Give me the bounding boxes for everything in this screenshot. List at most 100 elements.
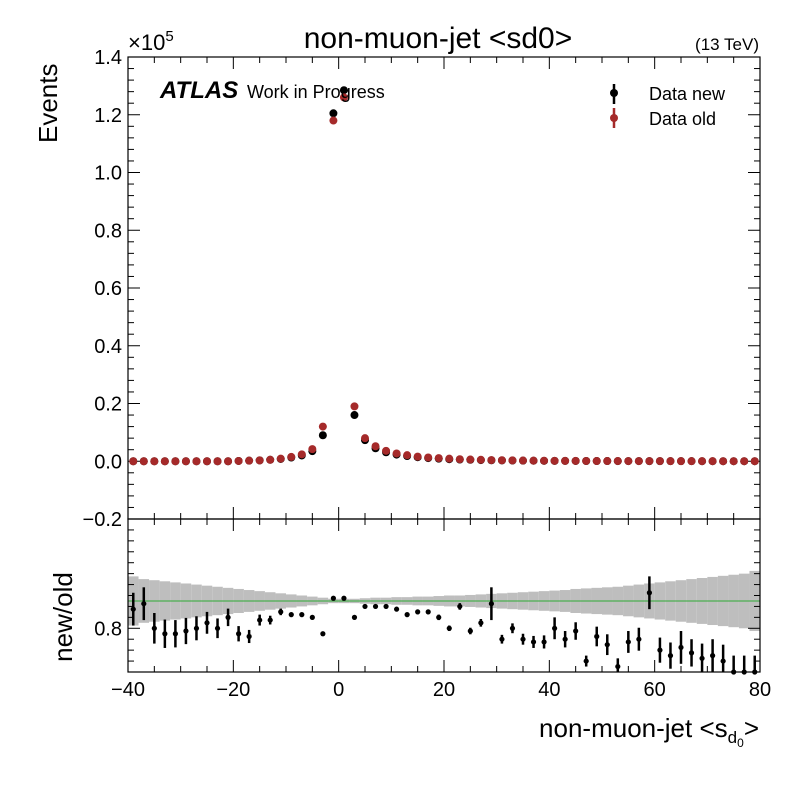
data-old-point (571, 456, 580, 465)
ratio-point (141, 601, 147, 607)
ratio-point (436, 614, 442, 620)
atlas-label: ATLAS (159, 77, 238, 104)
data-old-point (445, 454, 454, 463)
ratio-point (720, 658, 726, 664)
ratio-point (341, 595, 347, 601)
x-axis-title-main: non-muon-jet <s (539, 713, 728, 743)
data-old-point (529, 456, 538, 465)
ratio-point (394, 606, 400, 612)
data-old-point (666, 457, 675, 466)
ratio-point (299, 612, 305, 618)
data-old-point (139, 457, 148, 466)
ratio-point (625, 639, 631, 645)
ratio-point (214, 625, 221, 631)
status-label: Work in Progress (247, 82, 385, 102)
ratio-point (193, 625, 200, 631)
data-old-point (550, 456, 559, 465)
ratio-point (583, 658, 589, 664)
data-old-point (466, 455, 475, 464)
ratio-point (710, 653, 716, 659)
data-new-point (339, 86, 348, 95)
ratio-point (246, 633, 252, 640)
data-old-point (613, 457, 622, 466)
ratio-point (425, 609, 431, 615)
data-old-point (224, 457, 233, 466)
main-y-axis-title: Events (33, 64, 63, 144)
ratio-point (172, 631, 178, 637)
main-y-tick-label: 0.6 (94, 278, 122, 300)
x-tick-label: 60 (644, 679, 666, 701)
ratio-point (541, 639, 547, 645)
main-axis-ticks: −0.2 0.0 0.2 0.4 0.6 0.8 1.0 1.2 1.4 (83, 47, 761, 531)
ratio-y-tick-label: 0.8 (94, 618, 122, 640)
data-old-point (392, 449, 401, 458)
data-old-point (150, 457, 159, 466)
data-old-point (487, 456, 496, 465)
ratio-point (225, 614, 231, 620)
data-old-point (476, 455, 485, 464)
data-old-point (603, 457, 612, 466)
data-old-point (708, 457, 717, 466)
ratio-point (467, 628, 473, 634)
x-tick-label: −40 (111, 679, 145, 701)
main-y-tick-label: 0.0 (94, 451, 122, 473)
data-old-point (719, 457, 728, 466)
data-old-point (276, 454, 285, 463)
legend-marker-data-old (610, 114, 618, 122)
data-old-point (655, 457, 664, 466)
data-old-point (740, 457, 749, 466)
data-old-point (750, 457, 759, 466)
main-y-tick-label: 0.2 (94, 394, 122, 416)
data-old-point (287, 452, 296, 461)
ratio-point (278, 609, 284, 615)
data-old-point (129, 457, 138, 466)
data-old-point (382, 446, 391, 455)
ratio-point (330, 595, 336, 601)
ratio-point (478, 620, 484, 626)
ratio-point (267, 617, 273, 623)
data-old-point (329, 116, 338, 125)
main-y-tick-label: 0.4 (94, 336, 122, 358)
ratio-point (657, 647, 663, 653)
data-old-point (308, 445, 317, 454)
ratio-point (257, 617, 263, 623)
ratio-y-axis-title: new/old (48, 572, 78, 662)
data-old-point (361, 434, 369, 443)
ratio-data-points (130, 576, 758, 675)
ratio-point (636, 636, 642, 642)
ratio-point (183, 628, 189, 634)
y-multiplier-exponent: 5 (165, 28, 173, 45)
data-old-point (350, 402, 359, 411)
ratio-point (646, 590, 653, 596)
ratio-point (667, 653, 674, 659)
x-tick-label: 40 (538, 679, 560, 701)
data-old-point (213, 457, 222, 466)
data-old-point (413, 452, 422, 461)
ratio-point (162, 631, 168, 637)
data-old-point (234, 456, 243, 465)
ratio-point (509, 625, 516, 631)
x-axis-title-subsub: 0 (737, 736, 744, 750)
x-axis-title-sub: d (728, 728, 737, 747)
data-old-point (508, 456, 517, 465)
x-tick-label: 20 (433, 679, 455, 701)
ratio-point (688, 650, 695, 656)
main-y-tick-label: 1.0 (94, 163, 122, 185)
ratio-point (530, 639, 537, 645)
data-old-point (181, 457, 190, 466)
legend-label-data-new: Data new (649, 84, 726, 104)
data-old-point (592, 456, 601, 465)
data-old-point (624, 457, 633, 466)
ratio-point (415, 609, 421, 615)
ratio-point (678, 644, 684, 651)
data-old-point (160, 457, 169, 466)
ratio-point (615, 663, 621, 670)
data-old-point (519, 456, 527, 465)
data-new-point (329, 109, 338, 118)
data-old-point (729, 457, 738, 466)
ratio-point (362, 603, 368, 610)
ratio-point (604, 642, 610, 648)
ratio-point (457, 603, 463, 610)
x-tick-label: 0 (333, 679, 344, 701)
energy-label: (13 TeV) (695, 35, 759, 54)
